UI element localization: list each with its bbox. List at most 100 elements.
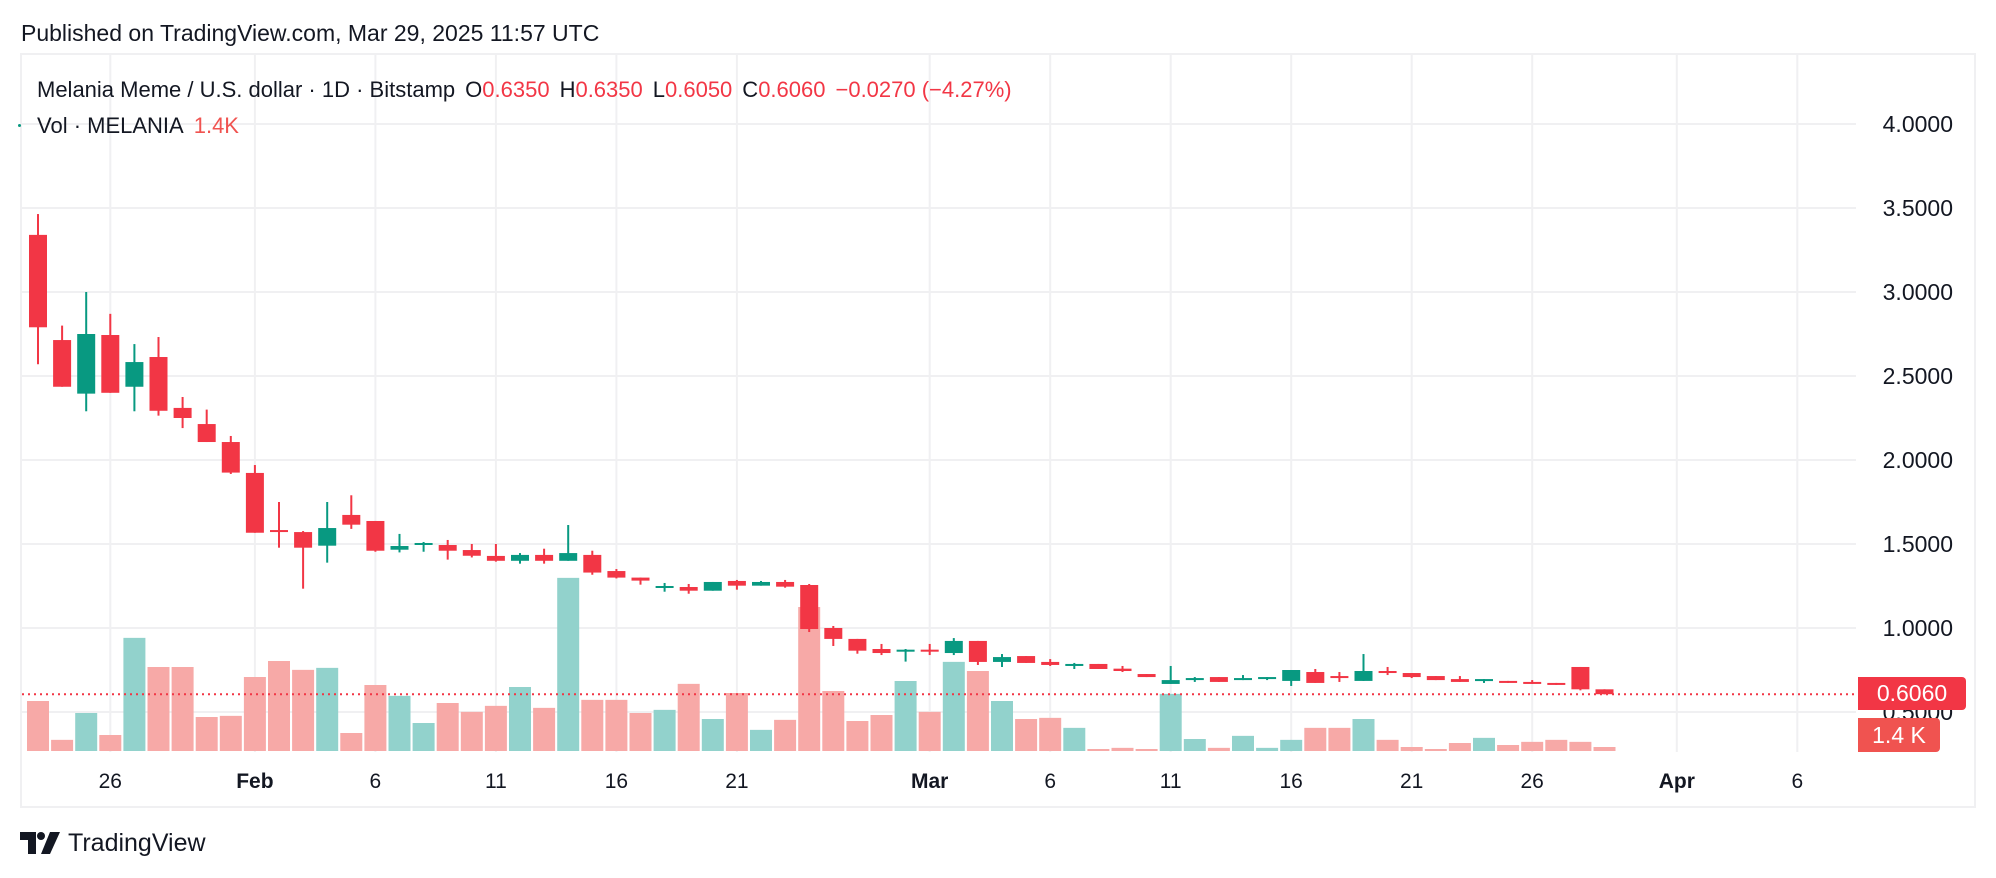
low-label: L (652, 77, 665, 102)
volume-bar (1376, 739, 1399, 751)
candle-wick (567, 525, 570, 561)
volume-bar (1039, 717, 1062, 751)
candle-up (1258, 677, 1277, 680)
tradingview-logo[interactable]: TradingView (20, 830, 206, 856)
volume-bar (171, 667, 194, 751)
candle-down (366, 520, 385, 551)
last-price-label: 0.6060 (1858, 677, 1966, 710)
candle-down (1378, 671, 1397, 674)
candle-up (703, 581, 722, 591)
candle-down (486, 555, 505, 561)
price-tick-label: 4.0000 (1882, 111, 1953, 137)
price-tick-label: 3.0000 (1882, 279, 1953, 305)
candle-down (848, 638, 867, 651)
volume-bar (701, 719, 724, 751)
candle-down (800, 584, 819, 630)
volume-bar (484, 705, 507, 751)
volume-bar (99, 735, 122, 751)
candle-down (197, 424, 216, 443)
symbol-title[interactable]: Melania Meme / U.S. dollar · 1D · Bitsta… (37, 77, 456, 102)
volume-bar (1328, 727, 1351, 751)
volume-bar (1545, 739, 1568, 751)
volume-bar (653, 709, 676, 751)
price-tick-label: 2.0000 (1882, 447, 1953, 473)
candle-down (1595, 689, 1614, 695)
candle-up (1282, 670, 1301, 681)
candle-down (872, 649, 891, 654)
candle-up (752, 581, 770, 586)
candle-down (1137, 674, 1156, 678)
candle-wick (422, 541, 425, 552)
volume-bar (557, 577, 580, 751)
candle-down (53, 340, 72, 387)
candle-wick (350, 495, 353, 529)
price-tick-label: 1.5000 (1882, 531, 1953, 557)
candle-down (920, 649, 939, 652)
candle-down (824, 628, 843, 639)
volume-bar (123, 637, 146, 751)
volume-bar (219, 715, 242, 751)
volume-bar (195, 717, 218, 751)
candle-down (270, 530, 288, 533)
candle-down (679, 587, 698, 591)
time-tick-label: Feb (236, 770, 274, 793)
price-tick-label: 1.0000 (1882, 615, 1953, 641)
volume-bar (460, 711, 483, 751)
volume-bar (1593, 747, 1616, 751)
volume-bar (75, 713, 98, 751)
volume-bar (388, 695, 411, 751)
candle-down (1306, 672, 1325, 683)
legend-dot-icon (18, 124, 21, 127)
candle-down (294, 532, 313, 548)
volume-bar (509, 687, 531, 751)
candle-down (776, 581, 795, 587)
volume-bar (1232, 735, 1254, 751)
volume-bar (774, 719, 797, 751)
candle-up (944, 640, 963, 654)
volume-title[interactable]: Vol · MELANIA (37, 113, 184, 138)
candle-down (221, 442, 240, 473)
volume-bar (1497, 745, 1520, 751)
volume-bar (1521, 741, 1544, 751)
volume-bar (966, 671, 989, 751)
volume-legend: Vol · MELANIA 1.4K (37, 113, 239, 139)
volume-bar (1256, 747, 1279, 751)
candle-up (993, 657, 1011, 662)
candle-wick (639, 577, 642, 585)
candle-wick (1169, 665, 1172, 684)
candle-down (29, 234, 47, 328)
candle-down (1571, 666, 1590, 690)
candle-down (1499, 680, 1518, 683)
candle-up (896, 649, 915, 652)
volume-bar (1352, 719, 1375, 751)
volume-bar (725, 693, 748, 751)
time-tick-label: 16 (1279, 770, 1303, 793)
candle-down (245, 472, 264, 533)
candle-up (414, 542, 433, 545)
high-label: H (559, 77, 576, 102)
volume-bar (340, 733, 363, 751)
candle-down (968, 640, 987, 662)
candle-up (1475, 679, 1493, 682)
candle-down (727, 580, 746, 586)
volume-bar (1015, 719, 1038, 751)
candle-down (1113, 668, 1132, 672)
price-tick-label: 3.5000 (1882, 195, 1953, 221)
candle-up (1185, 678, 1204, 681)
candle-up (511, 554, 529, 561)
volume-bar (1063, 727, 1086, 751)
time-tick-label: 11 (1159, 770, 1182, 793)
tradingview-logo-icon (20, 832, 60, 854)
time-tick-label: 26 (1520, 770, 1544, 793)
candle-wick (494, 544, 497, 562)
volume-bar (677, 683, 700, 751)
candle-down (1089, 663, 1108, 669)
candle-up (655, 586, 674, 588)
volume-bar (846, 721, 869, 751)
candle-down (173, 407, 192, 418)
time-tick-label: 21 (1400, 770, 1424, 793)
candle-wick (928, 643, 931, 656)
time-tick-label: Mar (911, 770, 949, 793)
last-volume-label: 1.4 K (1858, 718, 1940, 752)
